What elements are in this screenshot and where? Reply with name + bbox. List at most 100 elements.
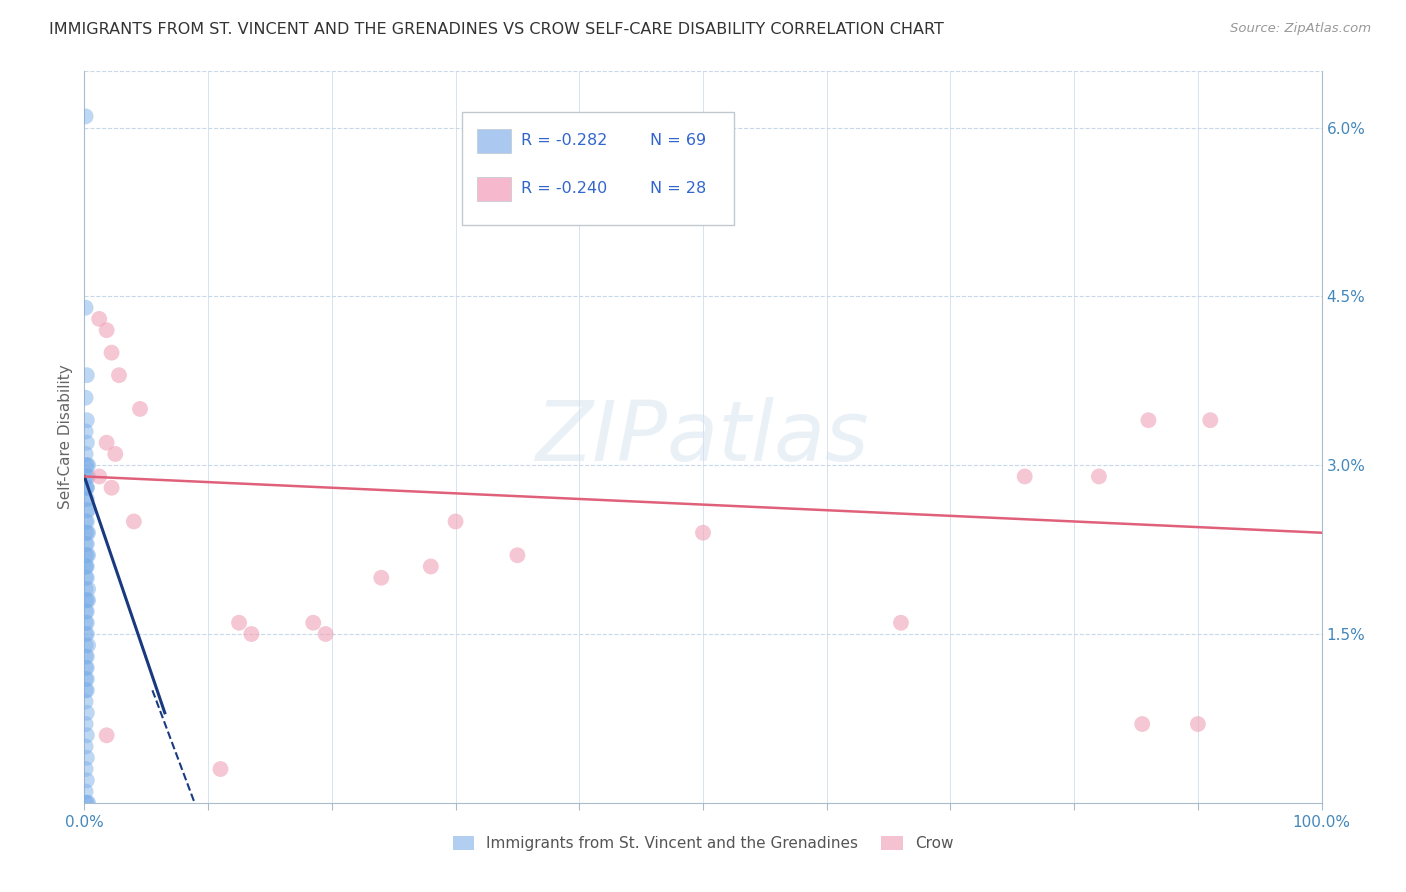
Point <box>315 627 337 641</box>
Point <box>75 582 97 596</box>
Point <box>75 491 97 506</box>
Point <box>96 728 118 742</box>
Point <box>76 605 98 619</box>
Point <box>76 413 98 427</box>
Point <box>76 751 98 765</box>
Point <box>444 515 467 529</box>
Text: N = 69: N = 69 <box>650 133 706 148</box>
Point <box>1187 717 1209 731</box>
Point <box>76 435 98 450</box>
Point <box>1014 469 1036 483</box>
Point <box>890 615 912 630</box>
Point <box>76 649 98 664</box>
Point <box>75 717 97 731</box>
Point <box>75 525 97 540</box>
Point <box>75 605 97 619</box>
Point <box>75 469 97 483</box>
Point <box>76 796 98 810</box>
Text: R = -0.240: R = -0.240 <box>522 181 607 196</box>
Point <box>75 638 97 652</box>
FancyBboxPatch shape <box>461 112 734 225</box>
Point <box>76 571 98 585</box>
Point <box>75 694 97 708</box>
Point <box>75 301 97 315</box>
Point <box>76 481 98 495</box>
Point <box>75 447 97 461</box>
Point <box>77 593 100 607</box>
Point <box>100 481 122 495</box>
Point <box>75 593 97 607</box>
Point <box>1199 413 1222 427</box>
Point <box>76 491 98 506</box>
Point <box>1137 413 1160 427</box>
Point <box>77 638 100 652</box>
Text: IMMIGRANTS FROM ST. VINCENT AND THE GRENADINES VS CROW SELF-CARE DISABILITY CORR: IMMIGRANTS FROM ST. VINCENT AND THE GREN… <box>49 22 943 37</box>
Point <box>76 773 98 788</box>
Point <box>76 593 98 607</box>
Text: Source: ZipAtlas.com: Source: ZipAtlas.com <box>1230 22 1371 36</box>
Point <box>75 649 97 664</box>
Point <box>1130 717 1153 731</box>
Point <box>228 615 250 630</box>
Point <box>75 661 97 675</box>
Point <box>75 739 97 754</box>
Point <box>96 435 118 450</box>
Y-axis label: Self-Care Disability: Self-Care Disability <box>58 365 73 509</box>
Point <box>100 345 122 359</box>
Point <box>75 548 97 562</box>
Point <box>76 559 98 574</box>
Point <box>75 571 97 585</box>
Point <box>77 582 100 596</box>
Point <box>240 627 263 641</box>
Point <box>76 503 98 517</box>
Point <box>108 368 131 383</box>
Point <box>76 706 98 720</box>
Text: ZIPatlas: ZIPatlas <box>536 397 870 477</box>
FancyBboxPatch shape <box>477 129 512 153</box>
Point <box>75 627 97 641</box>
Point <box>75 615 97 630</box>
Point <box>75 784 97 798</box>
Point <box>76 661 98 675</box>
Point <box>370 571 392 585</box>
Point <box>77 796 100 810</box>
Point <box>96 323 118 337</box>
Point <box>75 796 97 810</box>
Point <box>89 469 111 483</box>
Point <box>76 672 98 686</box>
Point <box>77 525 100 540</box>
Text: N = 28: N = 28 <box>650 181 706 196</box>
Point <box>76 469 98 483</box>
Point <box>104 447 127 461</box>
Point <box>75 458 97 473</box>
Point <box>419 559 441 574</box>
Point <box>76 515 98 529</box>
Point <box>76 368 98 383</box>
Point <box>77 503 100 517</box>
Point <box>76 683 98 698</box>
Point <box>76 525 98 540</box>
Point <box>76 548 98 562</box>
Point <box>122 515 145 529</box>
Point <box>75 683 97 698</box>
Point <box>692 525 714 540</box>
Point <box>302 615 325 630</box>
Point <box>76 537 98 551</box>
Point <box>75 425 97 439</box>
Point <box>76 627 98 641</box>
Point <box>129 401 152 416</box>
Legend: Immigrants from St. Vincent and the Grenadines, Crow: Immigrants from St. Vincent and the Gren… <box>447 830 959 857</box>
Point <box>506 548 529 562</box>
Point <box>75 109 97 123</box>
FancyBboxPatch shape <box>477 177 512 201</box>
Point <box>77 458 100 473</box>
Point <box>76 615 98 630</box>
Point <box>76 728 98 742</box>
Point <box>75 559 97 574</box>
Point <box>77 548 100 562</box>
Point <box>76 458 98 473</box>
Point <box>77 469 100 483</box>
Point <box>209 762 232 776</box>
Point <box>75 762 97 776</box>
Point <box>75 537 97 551</box>
